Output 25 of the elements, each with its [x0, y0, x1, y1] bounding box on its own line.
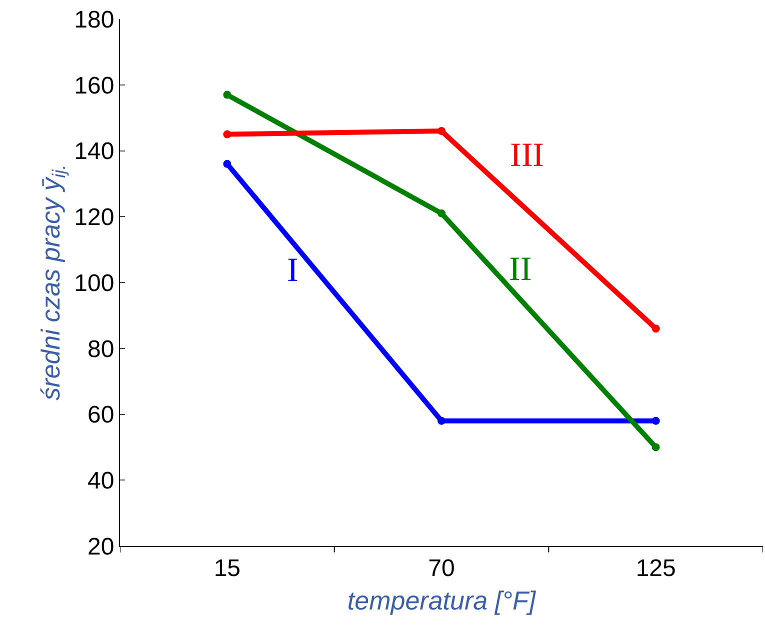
point: [223, 130, 232, 138]
y-tick-label: 160: [74, 72, 114, 100]
y-tick-label: 140: [74, 138, 114, 166]
y-tick-label: 60: [87, 402, 114, 429]
x-tick-label: 70: [428, 554, 455, 582]
x-tick-label: 15: [214, 554, 241, 582]
point: [652, 416, 660, 425]
y-tick-label: 100: [74, 270, 114, 297]
x-tick-label: 125: [636, 554, 676, 582]
y-tick-label: 120: [74, 204, 114, 232]
point: [438, 209, 446, 218]
x-axis-title: temperatura [°F]: [347, 586, 536, 616]
series-label: III: [510, 137, 544, 174]
point: [652, 324, 660, 333]
point: [652, 443, 660, 452]
point: [223, 90, 232, 99]
y-tick-label: 20: [87, 533, 114, 560]
point: [438, 126, 446, 135]
point: [223, 160, 232, 168]
point: [438, 416, 446, 425]
y-tick-label: 80: [87, 336, 114, 363]
y-tick-label: 40: [87, 468, 114, 495]
y-tick-label: 180: [74, 6, 114, 34]
series-label: I: [287, 252, 298, 289]
series-label: II: [509, 251, 532, 288]
